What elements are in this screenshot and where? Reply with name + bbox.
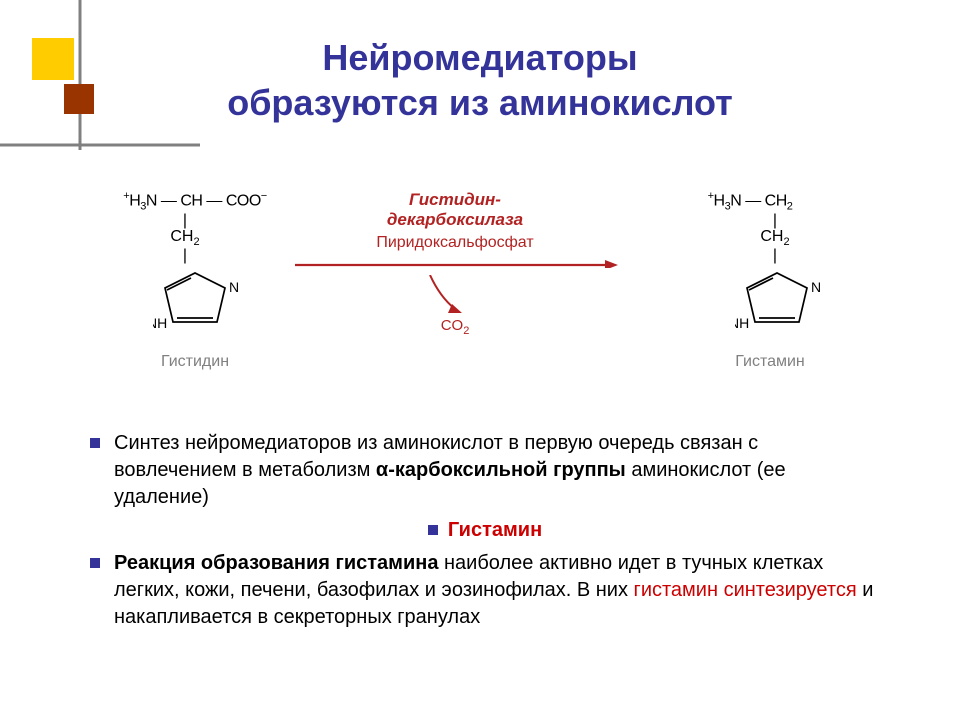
- svg-text:NH+: NH+: [811, 279, 820, 295]
- svg-text:NH: NH: [735, 315, 749, 331]
- bullet-icon: [90, 438, 100, 448]
- co2-branch: CO2: [290, 275, 620, 330]
- bullet-icon: [90, 558, 100, 568]
- b3-red: гистамин синтезируется: [634, 579, 857, 601]
- molecule-histidine: +H3N — CH — COO− | CH2 | NH+ NH Гистидин: [100, 190, 290, 371]
- title-line2: образуются из аминокислот: [0, 80, 960, 125]
- bullet-icon: [428, 525, 438, 535]
- main-arrow: [290, 258, 620, 268]
- imidazole-ring-right: NH+ NH: [735, 270, 820, 340]
- svg-text:NH+: NH+: [229, 279, 238, 295]
- histidine-top: +H3N — CH — COO−: [100, 190, 290, 213]
- bullet-2: Гистамин: [90, 517, 880, 544]
- b3-bold: Реакция образования гистамина: [114, 552, 438, 574]
- bullet-content: Синтез нейромедиаторов из аминокислот в …: [90, 430, 880, 637]
- b1-bold: α-карбоксильной группы: [376, 459, 626, 481]
- svg-text:NH: NH: [153, 315, 167, 331]
- molecule-histamine: +H3N — CH2 | CH2 | NH+ NH Гистамин: [660, 190, 840, 371]
- b2-text: Гистамин: [448, 517, 542, 544]
- title-line1: Нейромедиаторы: [0, 35, 960, 80]
- ch2-label: CH2: [80, 229, 290, 248]
- bullet-3: Реакция образования гистамина наиболее а…: [90, 550, 880, 631]
- enzyme-line1: Гистидин-: [290, 190, 620, 210]
- histamine-name: Гистамин: [700, 353, 840, 371]
- histidine-name: Гистидин: [100, 353, 290, 371]
- slide-title: Нейромедиаторы образуются из аминокислот: [0, 35, 960, 125]
- reaction-diagram: +H3N — CH — COO− | CH2 | NH+ NH Гистидин…: [90, 190, 870, 380]
- enzyme-line2: декарбоксилаза: [290, 210, 620, 230]
- histamine-top: +H3N — CH2: [660, 190, 840, 213]
- reaction-arrow-zone: Гистидин- декарбоксилаза Пиридоксальфосф…: [290, 190, 620, 330]
- imidazole-ring-left: NH+ NH: [153, 270, 238, 340]
- bullet-1: Синтез нейромедиаторов из аминокислот в …: [90, 430, 880, 511]
- cofactor: Пиридоксальфосфат: [290, 234, 620, 252]
- ch2-label-r: CH2: [710, 229, 840, 248]
- co2-label: CO2: [441, 317, 470, 337]
